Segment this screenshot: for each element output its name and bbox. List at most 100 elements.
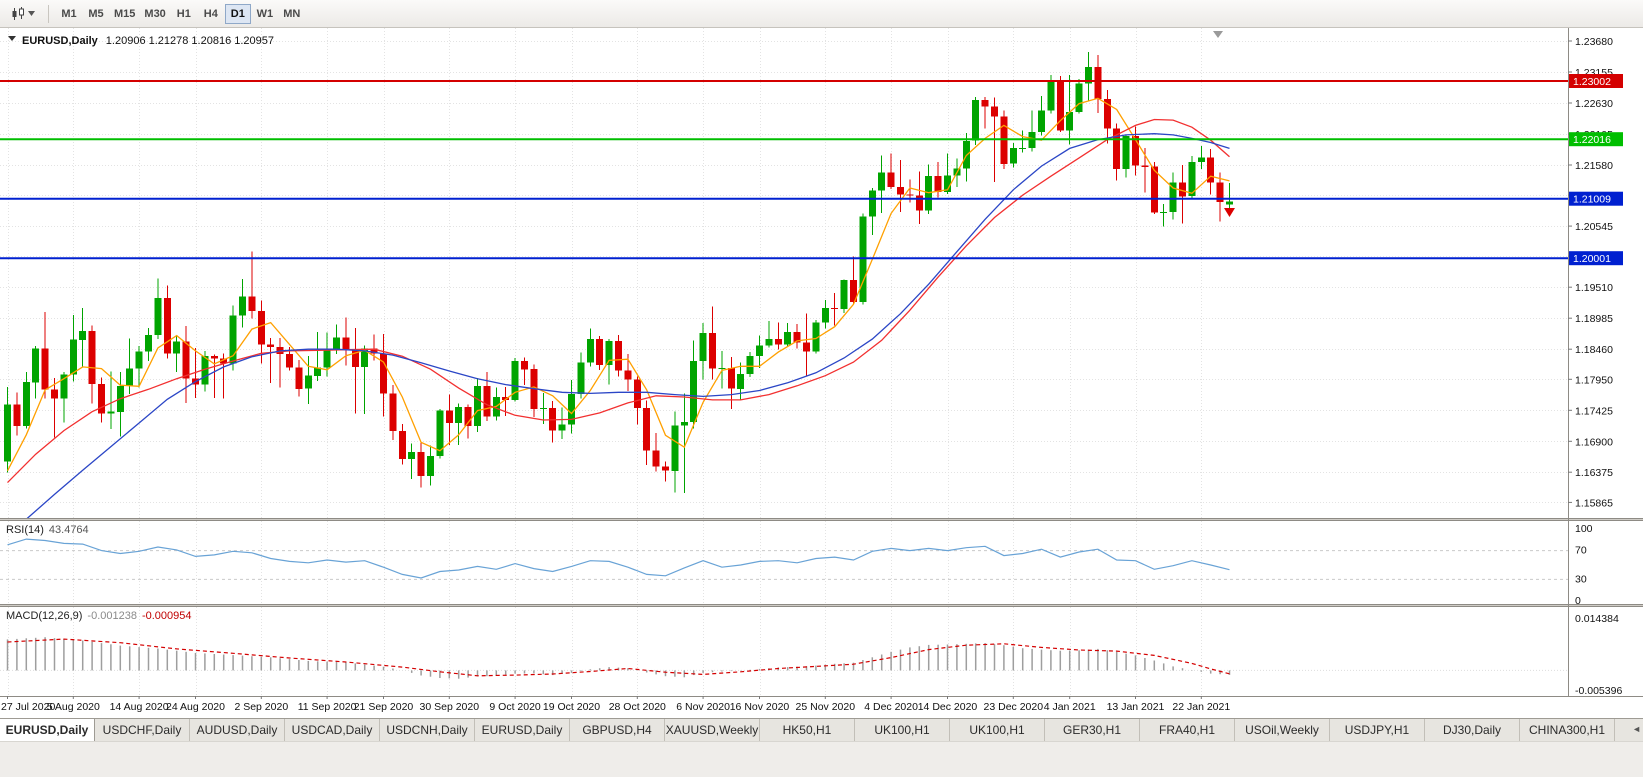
svg-text:70: 70: [1575, 545, 1587, 557]
timeframe-button-w1[interactable]: W1: [252, 4, 278, 24]
chart-tab-bar: EURUSD,Daily USDCHF,Daily AUDUSD,Daily USDC…: [0, 718, 1643, 741]
tab-scroll-left-icon[interactable]: ◄: [1632, 724, 1641, 734]
svg-text:1.17425: 1.17425: [1575, 405, 1613, 417]
svg-text:1.19510: 1.19510: [1575, 282, 1613, 294]
svg-text:30 Sep 2020: 30 Sep 2020: [420, 701, 480, 713]
timeframe-button-d1[interactable]: D1: [224, 3, 251, 24]
chart-tab-fra40-h1[interactable]: FRA40,H1: [1140, 719, 1235, 741]
chart-tab-usdjpy-h1[interactable]: USDJPY,H1: [1330, 719, 1425, 741]
timeframe-button-m1[interactable]: M1: [56, 4, 82, 24]
svg-text:4 Dec 2020: 4 Dec 2020: [864, 701, 918, 713]
svg-text:0: 0: [1575, 595, 1581, 607]
svg-text:1.18460: 1.18460: [1575, 344, 1613, 356]
chart-tab-usoil-weekly[interactable]: USOil,Weekly: [1235, 719, 1330, 741]
chart-tab-gbpusd-h4[interactable]: GBPUSD,H4: [570, 719, 665, 741]
rsi-label: RSI(14) 43.4764: [6, 524, 89, 536]
price-tag: 1.22016: [1569, 132, 1623, 147]
chart-tab-audusd-daily[interactable]: AUDUSD,Daily: [190, 719, 285, 741]
candlestick-chart-icon: [12, 6, 24, 20]
price-axis[interactable]: 1.236801.231551.226301.221051.215801.210…: [1568, 28, 1623, 697]
svg-text:21 Sep 2020: 21 Sep 2020: [354, 701, 414, 713]
timeframe-button-m30[interactable]: M30: [140, 4, 169, 24]
svg-text:1.23002: 1.23002: [1573, 76, 1611, 88]
rsi-panel: RSI(14) 43.4764: [0, 524, 1568, 580]
chart-type-button[interactable]: [5, 2, 41, 26]
chart-tab-dj30-daily[interactable]: DJ30,Daily: [1425, 719, 1520, 741]
panel-separator[interactable]: [0, 518, 1643, 521]
chart-tab-usdchf-daily[interactable]: USDCHF,Daily: [95, 719, 190, 741]
grid-lines: [0, 28, 1568, 696]
chart-tab-uk100-h1[interactable]: UK100,H1: [855, 719, 950, 741]
svg-text:6 Nov 2020: 6 Nov 2020: [676, 701, 730, 713]
chart-tab-xauusd-weekly[interactable]: XAUUSD,Weekly: [665, 719, 760, 741]
svg-text:1.22016: 1.22016: [1573, 134, 1611, 146]
svg-text:28 Oct 2020: 28 Oct 2020: [609, 701, 666, 713]
svg-text:16 Nov 2020: 16 Nov 2020: [730, 701, 790, 713]
window-menu-icon[interactable]: [8, 36, 16, 41]
svg-text:0.014384: 0.014384: [1575, 613, 1619, 625]
svg-text:4 Jan 2021: 4 Jan 2021: [1044, 701, 1096, 713]
svg-text:19 Oct 2020: 19 Oct 2020: [543, 701, 600, 713]
svg-text:25 Nov 2020: 25 Nov 2020: [796, 701, 856, 713]
timeframe-button-m15[interactable]: M15: [110, 4, 139, 24]
timeframe-button-mn[interactable]: MN: [279, 4, 305, 24]
svg-text:27 Jul 2020: 27 Jul 2020: [1, 701, 55, 713]
svg-text:22 Jan 2021: 22 Jan 2021: [1172, 701, 1230, 713]
svg-text:30: 30: [1575, 573, 1587, 585]
svg-text:1.15865: 1.15865: [1575, 497, 1613, 509]
top-toolbar: M1 M5 M15 M30 H1 H4 D1 W1 MN: [0, 0, 1643, 28]
chart-tab-eurusd-daily[interactable]: EURUSD,Daily: [0, 719, 95, 741]
toolbar-divider: [48, 4, 49, 23]
chart-tab-ger30-h1[interactable]: GER30,H1: [1045, 719, 1140, 741]
macd-signal-line: [7, 638, 1230, 677]
candles-layer: [4, 52, 1233, 494]
sell-arrow-icon: [1224, 208, 1235, 217]
chart-tab-usdcnh-daily[interactable]: USDCNH,Daily: [380, 719, 475, 741]
svg-text:5 Aug 2020: 5 Aug 2020: [47, 701, 100, 713]
svg-text:1.21009: 1.21009: [1573, 194, 1611, 206]
rsi-line: [7, 538, 1230, 579]
svg-text:11 Sep 2020: 11 Sep 2020: [298, 701, 357, 713]
svg-text:1.20001: 1.20001: [1573, 253, 1611, 265]
svg-text:9 Oct 2020: 9 Oct 2020: [489, 701, 541, 713]
macd-label: MACD(12,26,9) -0.001238 -0.000954: [6, 610, 192, 622]
chart-tab-china300-h1[interactable]: CHINA300,H1: [1520, 719, 1615, 741]
svg-text:14 Dec 2020: 14 Dec 2020: [918, 701, 978, 713]
svg-text:23 Dec 2020: 23 Dec 2020: [984, 701, 1044, 713]
svg-text:1.17950: 1.17950: [1575, 374, 1613, 386]
chart-title: EURUSD,Daily 1.20906 1.21278 1.20816 1.20…: [22, 35, 274, 47]
ma-fast-orange-line: [6, 97, 1230, 472]
svg-text:24 Aug 2020: 24 Aug 2020: [166, 701, 225, 713]
svg-text:1.16375: 1.16375: [1575, 467, 1613, 479]
timeframe-button-h1[interactable]: H1: [171, 4, 197, 24]
svg-text:1.20545: 1.20545: [1575, 221, 1613, 233]
price-tag: 1.23002: [1569, 74, 1623, 88]
chart-shift-marker-icon[interactable]: [1213, 31, 1223, 38]
svg-text:1.18985: 1.18985: [1575, 313, 1613, 325]
svg-text:1.16900: 1.16900: [1575, 436, 1613, 448]
macd-histogram: [6, 637, 1231, 679]
chart-tab-eurusd-daily[interactable]: EURUSD,Daily: [475, 719, 570, 741]
macd-panel: MACD(12,26,9) -0.001238 -0.000954: [0, 610, 1568, 679]
ma-slow-blue-line: [26, 133, 1230, 518]
ma-medium-red-line: [7, 118, 1230, 484]
price-tag: 1.20001: [1569, 251, 1623, 266]
svg-text:1.23680: 1.23680: [1575, 36, 1613, 48]
timeframe-button-m5[interactable]: M5: [83, 4, 109, 24]
svg-text:2 Sep 2020: 2 Sep 2020: [234, 701, 288, 713]
svg-text:1.21580: 1.21580: [1575, 160, 1613, 172]
chart-tab-usdcad-daily[interactable]: USDCAD,Daily: [285, 719, 380, 741]
chart-tab-hk50-h1[interactable]: HK50,H1: [760, 719, 855, 741]
svg-text:14 Aug 2020: 14 Aug 2020: [110, 701, 169, 713]
price-tag: 1.21009: [1569, 191, 1623, 206]
chart-area[interactable]: EURUSD,Daily 1.20906 1.21278 1.20816 1.20…: [0, 28, 1643, 718]
svg-text:13 Jan 2021: 13 Jan 2021: [1107, 701, 1165, 713]
chevron-down-icon: [28, 11, 35, 16]
svg-text:-0.005396: -0.005396: [1575, 685, 1622, 697]
panel-separator[interactable]: [0, 604, 1643, 607]
timeframe-buttons: M1 M5 M15 M30 H1 H4 D1 W1 MN: [56, 3, 305, 24]
timeframe-button-h4[interactable]: H4: [198, 4, 224, 24]
svg-text:1.22630: 1.22630: [1575, 98, 1613, 110]
chart-tab-uk100-h1[interactable]: UK100,H1: [950, 719, 1045, 741]
